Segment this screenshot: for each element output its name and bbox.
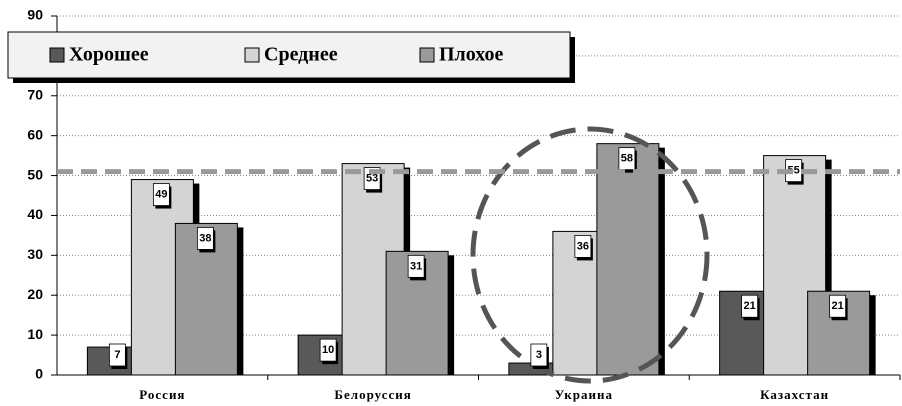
data-label: 21 [744,300,756,312]
y-tick-label: 10 [27,326,43,342]
data-label-box [829,294,847,318]
legend-swatch [49,47,65,63]
highlight-ellipse [470,126,710,384]
legend-swatch [244,47,260,63]
data-label: 58 [621,153,633,165]
legend-label: Среднее [264,44,338,66]
data-label: 21 [832,300,844,312]
x-tick-label: Белоруссия [334,387,411,402]
legend [7,31,571,79]
data-label-box [108,343,126,367]
data-label: 10 [322,344,334,356]
bar [596,143,660,376]
legend-label: Хорошее [69,44,149,66]
y-tick-label: 90 [27,7,43,23]
data-label: 53 [366,172,378,184]
legend-swatch [419,47,435,63]
data-label-box [574,234,592,258]
y-tick-label: 50 [27,166,43,182]
legend-label: Плохое [439,44,504,66]
data-label-box [319,338,337,362]
data-label: 31 [410,260,422,272]
y-tick-label: 60 [27,126,43,142]
data-label-box [618,147,636,171]
data-label: 38 [199,232,211,244]
data-label-box [530,343,548,367]
data-label-box [741,294,759,318]
x-tick-label: Украина [555,387,613,402]
x-tick-label: Казахстан [760,387,829,402]
data-label-box [196,227,214,250]
y-tick-label: 20 [27,286,43,302]
data-label: 3 [536,349,542,361]
y-tick-label: 30 [27,246,43,262]
data-label: 7 [114,349,120,361]
data-label-box [407,254,425,278]
y-tick-label: 70 [27,86,43,102]
data-label-box [152,183,170,206]
y-tick-label: 40 [27,206,43,222]
x-tick-label: Россия [139,387,185,402]
data-label: 36 [577,240,589,252]
data-label: 49 [155,188,167,200]
y-tick-label: 0 [35,366,43,382]
